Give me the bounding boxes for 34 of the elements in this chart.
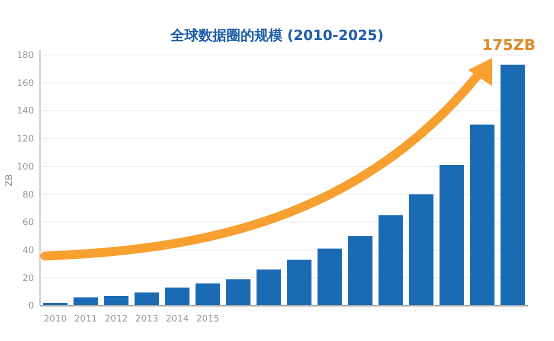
y-tick-label: 40 <box>22 246 34 256</box>
x-tick-label: 2013 <box>135 314 158 325</box>
y-axis-title: ZB <box>5 174 15 187</box>
y-tick-label: 180 <box>16 51 34 61</box>
bar <box>440 165 464 306</box>
bar <box>74 297 98 306</box>
bar <box>134 292 159 306</box>
x-tick-label: 2011 <box>74 314 98 325</box>
bar <box>256 269 281 306</box>
x-tick-label: 2015 <box>196 314 220 325</box>
y-tick-label: 60 <box>22 218 34 228</box>
x-tick-label: 2014 <box>166 314 189 325</box>
bar <box>500 64 525 306</box>
bar <box>409 194 434 306</box>
y-tick-label: 100 <box>16 162 34 172</box>
chart-title: 全球数据圈的规模 (2010-2025) <box>169 28 384 44</box>
bar <box>470 124 494 306</box>
x-tick-label: 2010 <box>44 314 67 325</box>
x-tick-label: 2012 <box>104 314 128 325</box>
bar <box>104 296 128 306</box>
bar <box>196 283 220 306</box>
bar <box>226 279 250 306</box>
bar <box>378 215 403 306</box>
y-tick-label: 0 <box>28 302 34 312</box>
y-tick-label: 80 <box>22 190 34 200</box>
y-tick-label: 140 <box>16 106 34 117</box>
y-tick-label: 120 <box>16 134 34 145</box>
y-tick-label: 160 <box>16 78 34 89</box>
bar <box>348 236 372 306</box>
y-tick-label: 20 <box>22 274 34 284</box>
text: 175ZB <box>482 36 536 54</box>
bar <box>318 248 342 306</box>
bar <box>287 260 312 306</box>
bar <box>165 288 190 306</box>
